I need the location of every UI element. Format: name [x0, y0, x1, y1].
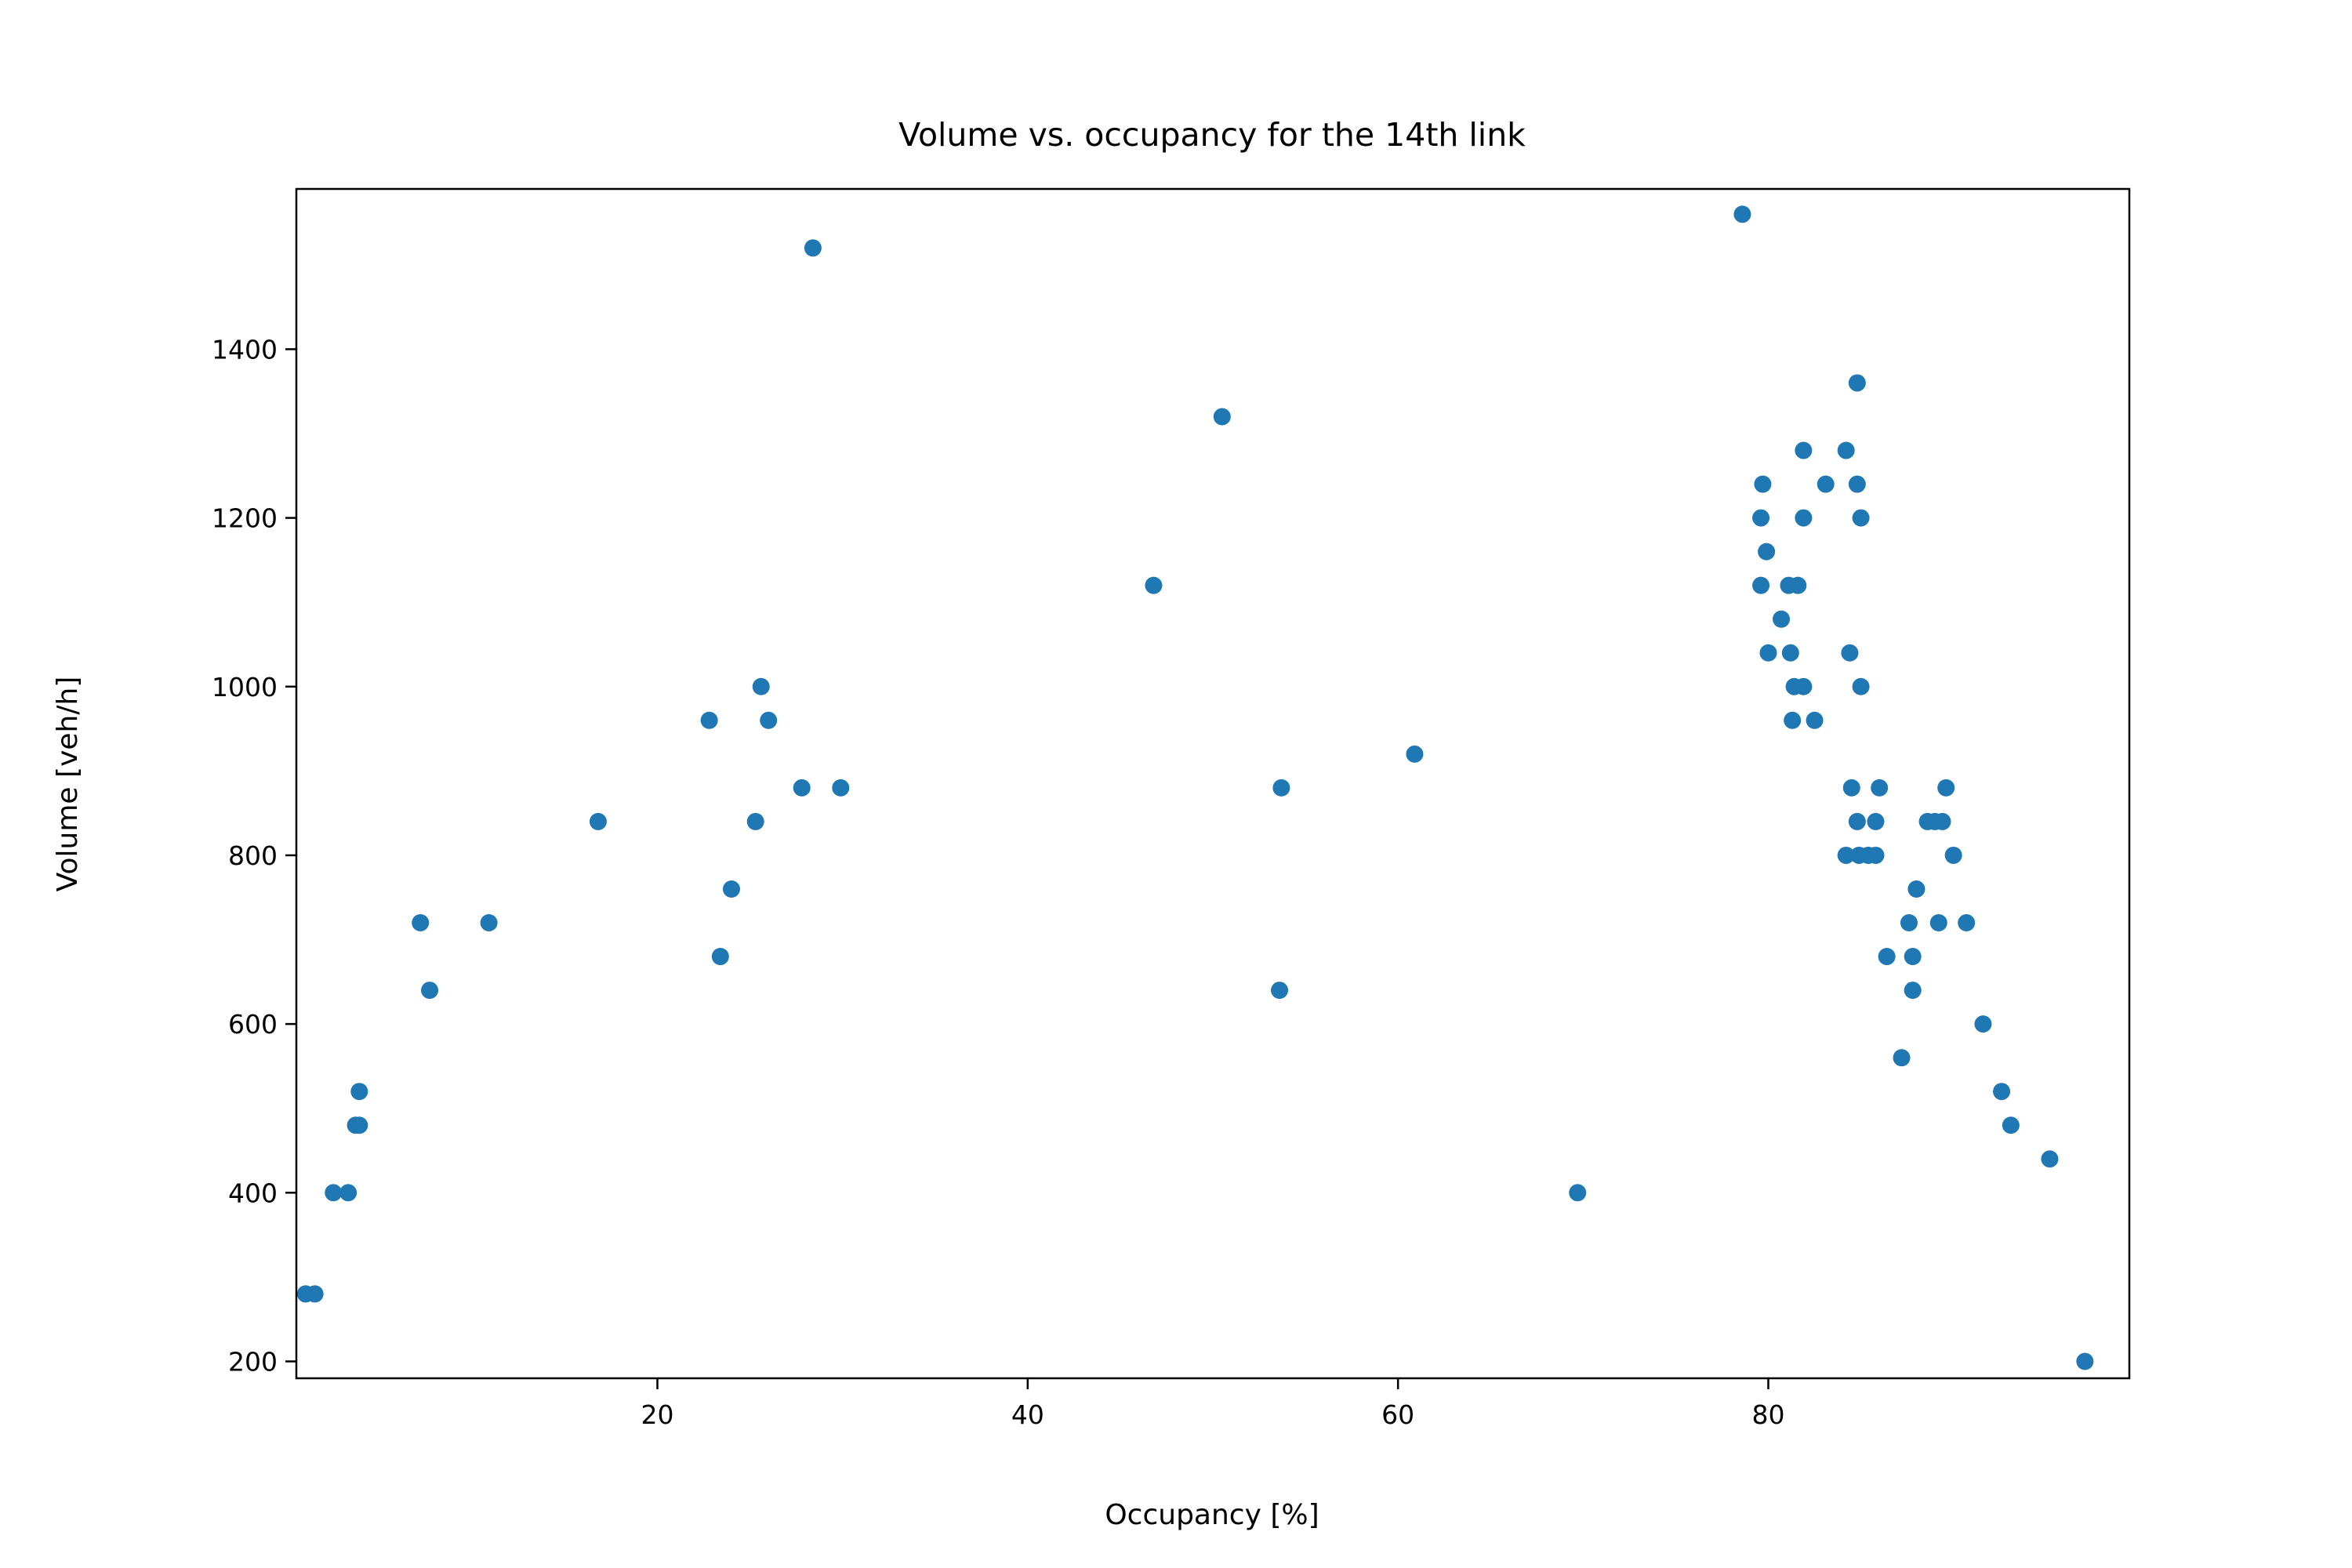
data-point-22: [1271, 982, 1289, 1000]
x-tick-label-1: 40: [1011, 1399, 1044, 1430]
data-point-30: [1758, 543, 1776, 561]
data-point-12: [711, 948, 729, 966]
data-point-13: [722, 880, 740, 898]
data-point-65: [1929, 914, 1947, 932]
data-points: [296, 205, 2094, 1370]
data-point-29: [1754, 475, 1772, 493]
y-tick-label-6: 1400: [212, 334, 278, 365]
data-point-10: [589, 812, 607, 830]
data-point-51: [1852, 509, 1870, 527]
data-point-2: [325, 1184, 343, 1202]
data-point-43: [1837, 441, 1855, 459]
data-point-72: [2002, 1116, 2020, 1134]
data-point-25: [1569, 1184, 1587, 1202]
data-point-57: [1878, 948, 1896, 966]
data-point-40: [1795, 441, 1813, 459]
data-point-18: [804, 239, 822, 257]
data-point-58: [1893, 1049, 1911, 1067]
data-point-67: [1937, 779, 1955, 797]
data-point-52: [1852, 677, 1870, 695]
y-axis-label: Volume [veh/h]: [52, 677, 84, 892]
data-point-66: [1933, 812, 1951, 830]
data-point-27: [1752, 509, 1770, 527]
data-point-8: [421, 982, 439, 1000]
y-tick-label-4: 1000: [212, 672, 278, 702]
data-point-21: [1213, 408, 1231, 426]
data-point-17: [793, 779, 811, 797]
y-tick-label-0: 200: [228, 1346, 278, 1377]
data-point-73: [2041, 1150, 2059, 1168]
data-point-38: [1795, 677, 1813, 695]
data-point-42: [1817, 475, 1835, 493]
data-point-31: [1759, 644, 1777, 662]
data-point-26: [1733, 205, 1751, 223]
data-point-32: [1773, 610, 1791, 628]
data-point-46: [1842, 779, 1860, 797]
data-point-48: [1848, 374, 1866, 392]
data-point-23: [1272, 779, 1290, 797]
data-point-37: [1789, 576, 1807, 594]
data-point-49: [1848, 812, 1866, 830]
data-point-5: [350, 1116, 368, 1134]
data-point-14: [746, 812, 764, 830]
data-point-19: [832, 779, 850, 797]
y-axis-ticks: 200 400 600 800 1000 1200 1400: [212, 334, 296, 1377]
data-point-39: [1795, 509, 1813, 527]
plot-frame: [295, 187, 2131, 1380]
data-point-41: [1806, 711, 1824, 729]
data-point-70: [1974, 1015, 1992, 1033]
x-tick-label-3: 80: [1751, 1399, 1784, 1430]
x-tick-label-2: 60: [1381, 1399, 1414, 1430]
data-point-24: [1406, 745, 1424, 763]
data-point-28: [1752, 576, 1770, 594]
data-point-15: [752, 677, 770, 695]
data-point-62: [1907, 880, 1926, 898]
data-point-55: [1867, 846, 1885, 864]
data-point-16: [760, 711, 778, 729]
data-point-61: [1904, 982, 1922, 1000]
y-tick-label-2: 600: [228, 1009, 278, 1040]
data-point-54: [1867, 812, 1885, 830]
data-point-44: [1837, 846, 1855, 864]
data-point-69: [1958, 914, 1976, 932]
data-point-47: [1848, 475, 1866, 493]
data-point-3: [339, 1184, 358, 1202]
data-point-74: [2076, 1352, 2094, 1370]
data-point-60: [1904, 948, 1922, 966]
y-tick-label-1: 400: [228, 1178, 278, 1208]
data-point-6: [350, 1083, 368, 1101]
x-axis-ticks: 20 40 60 80: [641, 1378, 1784, 1430]
x-axis-label: Occupancy [%]: [1105, 1499, 1319, 1531]
data-point-11: [700, 711, 718, 729]
y-tick-label-5: 1200: [212, 503, 278, 534]
data-point-59: [1900, 914, 1918, 932]
x-tick-label-0: 20: [641, 1399, 674, 1430]
data-point-35: [1784, 711, 1802, 729]
data-point-20: [1145, 576, 1163, 594]
data-point-1: [306, 1285, 324, 1303]
data-point-7: [412, 914, 430, 932]
data-point-71: [1993, 1083, 2011, 1101]
data-point-68: [1944, 846, 1962, 864]
data-point-56: [1871, 779, 1889, 797]
y-tick-label-3: 800: [228, 840, 278, 871]
data-point-9: [480, 914, 498, 932]
data-point-34: [1781, 644, 1799, 662]
data-point-45: [1841, 644, 1859, 662]
chart-title: Volume vs. occupancy for the 14th link: [898, 116, 1526, 154]
